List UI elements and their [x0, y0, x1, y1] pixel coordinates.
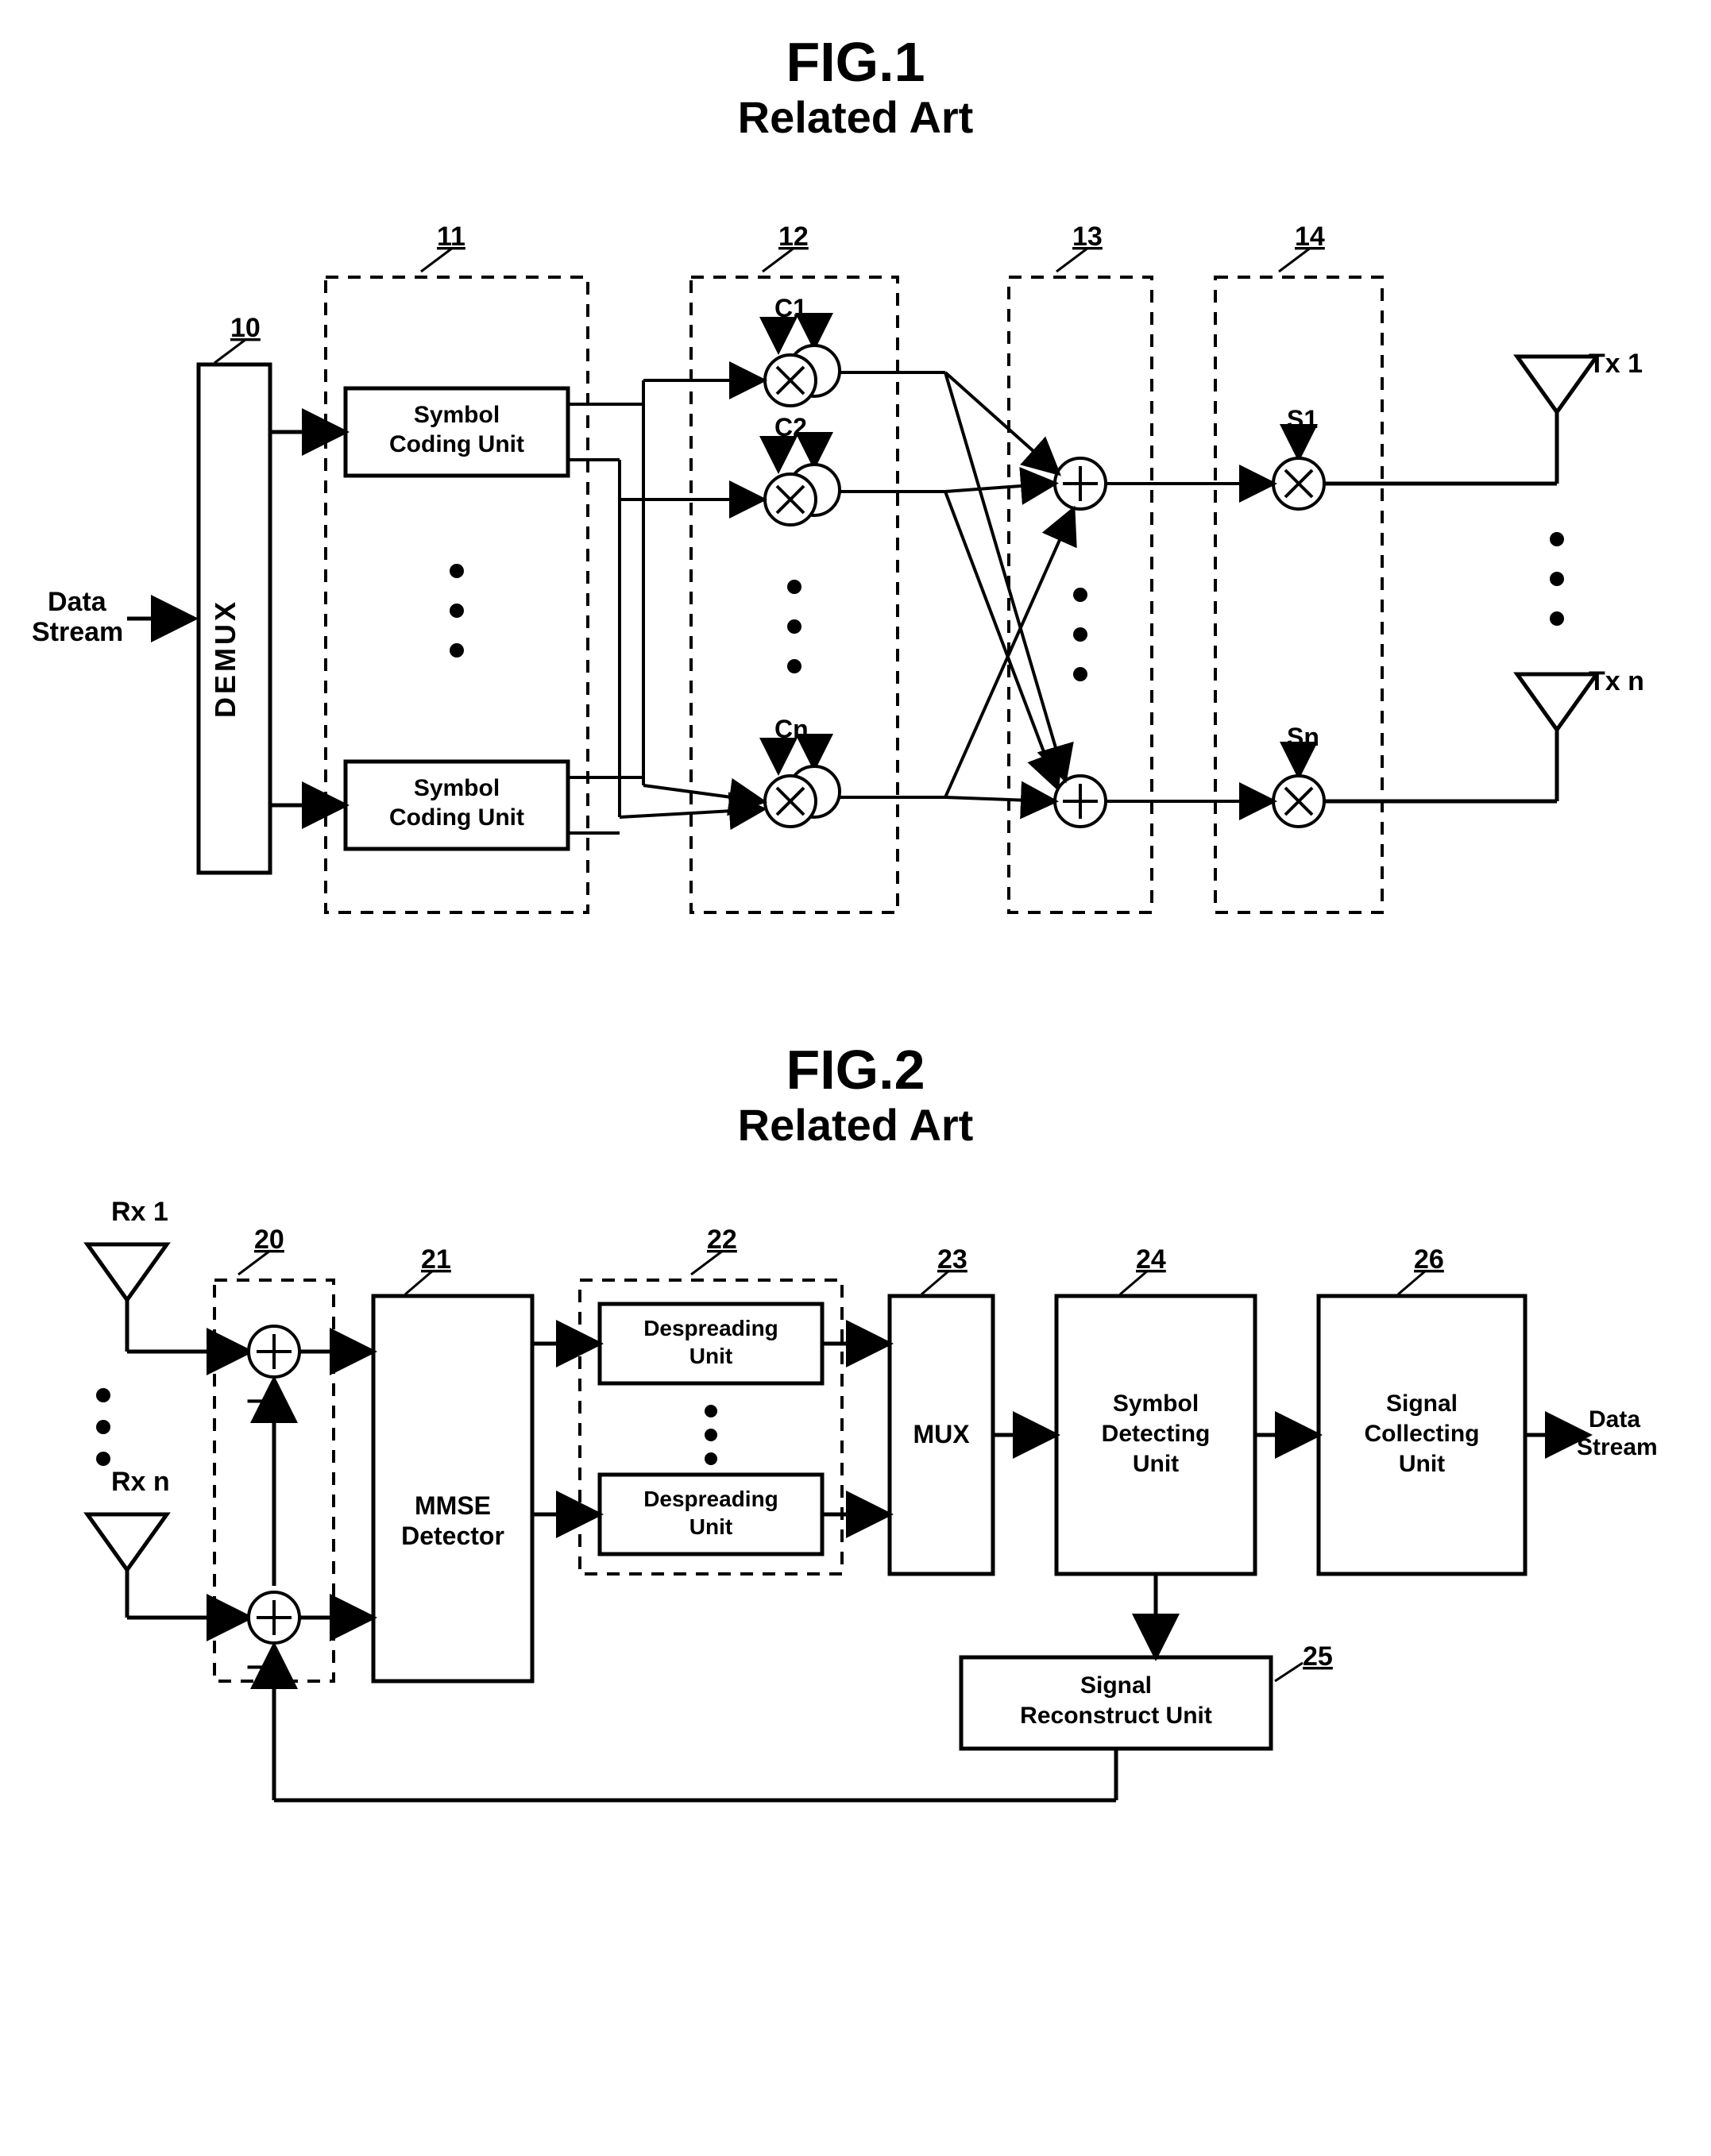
svg-text:Symbol: Symbol: [414, 402, 500, 428]
svg-text:Symbol: Symbol: [414, 775, 500, 801]
rxn-label: Rx n: [111, 1467, 170, 1497]
svg-text:Collecting: Collecting: [1364, 1421, 1479, 1447]
svg-text:Despreading: Despreading: [643, 1487, 778, 1511]
svg-text:−: −: [246, 1385, 264, 1418]
svg-text:Detector: Detector: [401, 1522, 504, 1550]
mmse-box: [373, 1296, 532, 1681]
demux-text: DEMUX: [209, 599, 241, 718]
c1-label: C1: [774, 294, 807, 322]
fig2-out-l2: Stream: [1577, 1434, 1658, 1460]
fig2-out-l1: Data: [1589, 1406, 1640, 1433]
fig2-label-25: 25: [1303, 1641, 1333, 1672]
svg-text:Coding Unit: Coding Unit: [389, 804, 524, 831]
c2-label: C2: [774, 413, 807, 442]
svg-text:Despreading: Despreading: [643, 1316, 778, 1340]
tx1-label: Tx 1: [1589, 349, 1643, 379]
svg-text:Coding Unit: Coding Unit: [389, 431, 524, 457]
svg-text:MMSE: MMSE: [415, 1491, 491, 1520]
fig2-label-21: 21: [421, 1244, 451, 1275]
fig1-title: FIG.1 Related Art: [32, 32, 1679, 142]
fig1-title-line1: FIG.1: [32, 32, 1679, 93]
fig1-title-line2: Related Art: [32, 93, 1679, 142]
fig1-label-11: 11: [437, 222, 465, 252]
fig2-label-23: 23: [937, 1244, 968, 1275]
cn-label: Cn: [774, 715, 809, 743]
sn-label: Sn: [1287, 723, 1319, 751]
svg-text:Unit: Unit: [1133, 1451, 1179, 1477]
fig1-diagram: Data Stream 10 DEMUX 11 Symbol Coding Un…: [32, 166, 1679, 960]
fig2-title-line2: Related Art: [32, 1101, 1679, 1150]
svg-text:Unit: Unit: [689, 1344, 732, 1368]
svg-text:MUX: MUX: [913, 1420, 970, 1448]
svg-text:Symbol: Symbol: [1113, 1390, 1199, 1417]
svg-text:Reconstruct Unit: Reconstruct Unit: [1020, 1703, 1212, 1729]
fig2-title-line1: FIG.2: [32, 1039, 1679, 1101]
svg-text:−: −: [246, 1651, 264, 1684]
rx1-label: Rx 1: [111, 1197, 168, 1227]
fig2-diagram: Rx 1 Rx n 20 − − 21 MMSE Detector 22 Des…: [32, 1173, 1679, 1888]
svg-text:Detecting: Detecting: [1102, 1421, 1211, 1447]
fig2-label-26: 26: [1414, 1244, 1444, 1275]
fig2-label-24: 24: [1136, 1244, 1166, 1275]
svg-text:Signal: Signal: [1386, 1390, 1458, 1417]
fig2-title: FIG.2 Related Art: [32, 1039, 1679, 1150]
fig1-input-label2: Stream: [32, 617, 123, 647]
fig1-input-label: Data: [48, 587, 107, 617]
svg-text:Unit: Unit: [689, 1514, 732, 1539]
txn-label: Tx n: [1589, 666, 1644, 696]
svg-text:Signal: Signal: [1080, 1672, 1152, 1699]
svg-text:Unit: Unit: [1399, 1451, 1445, 1477]
s1-label: S1: [1287, 405, 1318, 434]
